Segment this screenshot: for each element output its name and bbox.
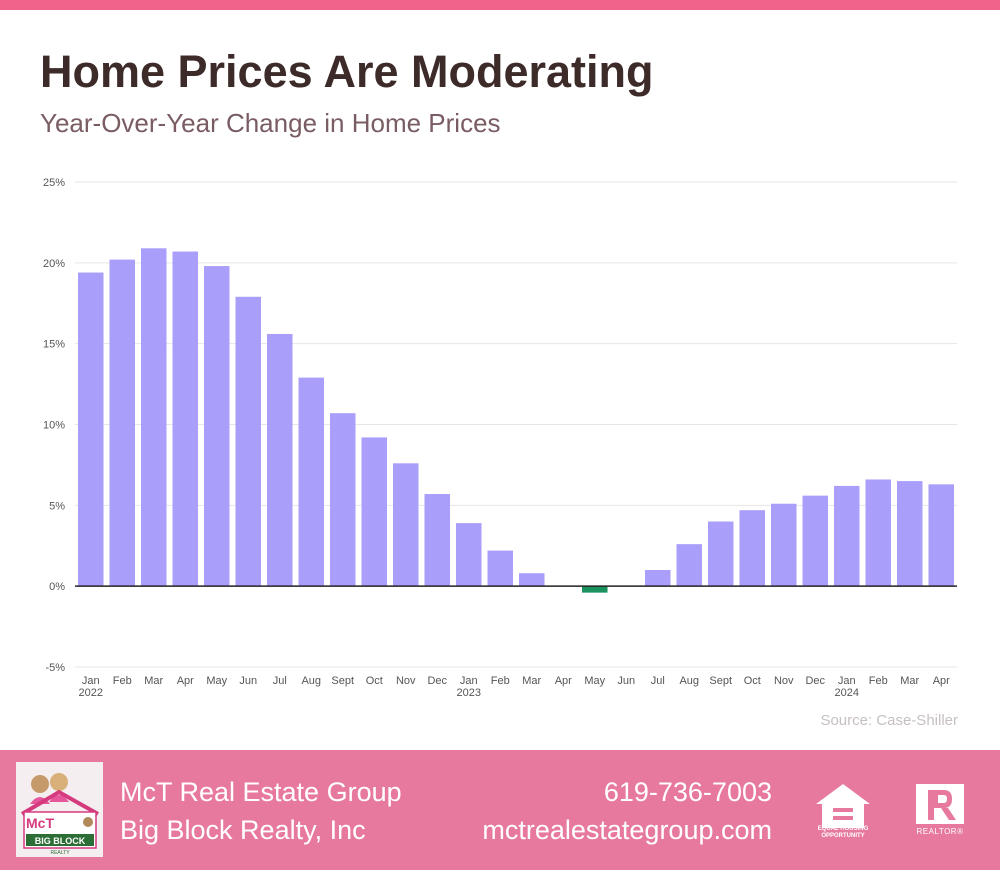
bar-19 xyxy=(676,544,703,587)
logo-realty-text: REALTY xyxy=(50,850,70,856)
bar-2 xyxy=(140,248,167,587)
x-tick-label: Jul xyxy=(651,675,665,687)
y-tick-label: 20% xyxy=(43,258,65,270)
x-tick-label: Mar xyxy=(144,675,163,687)
bar-10 xyxy=(392,463,419,587)
bar-20 xyxy=(707,521,734,587)
x-tick-label: Jun xyxy=(617,675,635,687)
logo-icon: McT BIG BLOCK REALTY xyxy=(16,762,103,857)
bar-0 xyxy=(77,272,104,587)
bar-5 xyxy=(235,296,262,587)
bar-21 xyxy=(739,510,766,587)
x-tick-label: Feb xyxy=(869,675,888,687)
realtor-icon xyxy=(916,784,964,824)
x-tick-label: Apr xyxy=(177,675,194,687)
x-tick-label: Sept xyxy=(331,675,354,687)
x-tick-label: Jan xyxy=(838,675,856,687)
bar-9 xyxy=(361,437,388,587)
bar-8 xyxy=(329,413,356,587)
bar-7 xyxy=(298,377,325,587)
x-tick-label: Feb xyxy=(491,675,510,687)
bar-27 xyxy=(928,484,955,587)
x-year-label: 2024 xyxy=(835,687,859,699)
company-name-line2: Big Block Realty, Inc xyxy=(120,815,366,845)
equal-housing-label: EQUAL HOUSING OPPORTUNITY xyxy=(817,826,869,839)
x-tick-label: Jun xyxy=(239,675,257,687)
bar-22 xyxy=(770,503,797,587)
y-tick-label: -5% xyxy=(45,662,65,674)
x-tick-label: Apr xyxy=(933,675,950,687)
realtor-label: REALTOR® xyxy=(916,827,964,836)
x-tick-label: Aug xyxy=(301,675,321,687)
bar-11 xyxy=(424,494,451,587)
bar-18 xyxy=(644,570,671,587)
bar-26 xyxy=(896,481,923,587)
x-tick-label: Nov xyxy=(774,675,794,687)
logo-mct-text: McT xyxy=(26,815,54,831)
bar-6 xyxy=(266,333,293,587)
x-tick-label: Feb xyxy=(113,675,132,687)
x-tick-label: Nov xyxy=(396,675,416,687)
website-link[interactable]: mctrealestategroup.com xyxy=(482,815,772,845)
x-tick-label: Oct xyxy=(744,675,761,687)
page-title: Home Prices Are Moderating xyxy=(40,46,654,97)
y-tick-label: 10% xyxy=(43,420,65,432)
footer-banner: McT BIG BLOCK REALTY McT Real Estate Gro… xyxy=(0,750,1000,870)
y-tick-label: 5% xyxy=(49,500,65,512)
bar-23 xyxy=(802,495,829,587)
page-subtitle: Year-Over-Year Change in Home Prices xyxy=(40,108,501,138)
x-tick-label: Mar xyxy=(900,675,919,687)
top-accent-bar xyxy=(0,0,1000,10)
bar-16 xyxy=(581,586,608,593)
x-tick-label: Jan xyxy=(460,675,478,687)
x-tick-label: Oct xyxy=(366,675,383,687)
logo-bigblock-text: BIG BLOCK xyxy=(35,836,86,846)
y-tick-label: 0% xyxy=(49,581,65,593)
x-tick-label: May xyxy=(206,675,227,687)
bar-1 xyxy=(109,259,136,587)
bar-25 xyxy=(865,479,892,587)
x-tick-label: Sept xyxy=(709,675,732,687)
bar-4 xyxy=(203,266,230,587)
x-tick-label: Mar xyxy=(522,675,541,687)
bar-3 xyxy=(172,251,199,587)
source-note: Source: Case-Shiller xyxy=(820,712,958,729)
x-tick-label: Dec xyxy=(805,675,825,687)
x-tick-label: Apr xyxy=(555,675,572,687)
x-tick-label: Dec xyxy=(427,675,447,687)
y-tick-label: 15% xyxy=(43,339,65,351)
equal-housing-icon xyxy=(816,784,870,828)
company-name-line1: McT Real Estate Group xyxy=(120,777,402,807)
bar-14 xyxy=(518,573,545,587)
bar-24 xyxy=(833,485,860,587)
phone-number[interactable]: 619-736-7003 xyxy=(603,777,772,807)
x-year-label: 2023 xyxy=(457,687,481,699)
x-tick-label: May xyxy=(584,675,605,687)
x-year-label: 2022 xyxy=(79,687,103,699)
x-tick-label: Jan xyxy=(82,675,100,687)
bar-13 xyxy=(487,550,514,587)
y-tick-label: 25% xyxy=(43,177,65,189)
x-tick-label: Aug xyxy=(679,675,699,687)
x-tick-label: Jul xyxy=(273,675,287,687)
bar-12 xyxy=(455,523,482,587)
